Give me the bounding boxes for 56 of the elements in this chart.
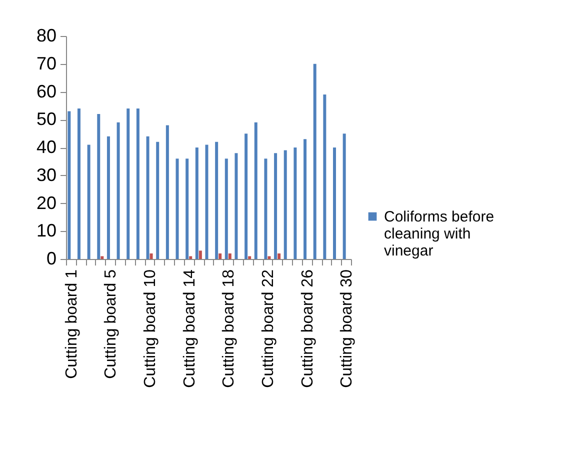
bar: [176, 158, 179, 259]
y-tick-label: 20: [36, 192, 56, 213]
bar: [244, 134, 248, 259]
y-tick-label: 80: [36, 26, 56, 46]
x-tick-label: Cutting board 5: [102, 269, 120, 379]
bar: [294, 148, 297, 259]
bar: [205, 144, 208, 259]
bar: [228, 253, 232, 259]
bar: [333, 148, 336, 259]
bar: [97, 114, 100, 259]
bar: [224, 158, 228, 259]
x-tick-label: Cutting board 14: [181, 269, 198, 388]
y-tick-label: 70: [36, 53, 56, 74]
bar: [264, 158, 268, 259]
x-tick-label: Cutting board 22: [260, 269, 277, 388]
bar: [313, 64, 316, 259]
bar: [126, 108, 130, 259]
y-tick-label: 30: [36, 164, 56, 185]
bar: [278, 253, 281, 259]
bar: [100, 256, 104, 259]
bar: [304, 139, 307, 259]
bar: [268, 256, 271, 259]
y-tick-label: 40: [36, 137, 56, 157]
bar: [116, 122, 120, 259]
bar: [77, 108, 80, 259]
y-tick-label: 50: [36, 109, 56, 130]
bar: [234, 153, 238, 259]
legend-label: Coliforms before cleaning with vinegar: [384, 208, 494, 260]
bar: [248, 256, 252, 259]
bar: [323, 94, 326, 259]
bar: [106, 136, 110, 259]
bar: [156, 142, 160, 259]
bar: [254, 122, 258, 259]
bar: [68, 111, 71, 259]
bar: [342, 134, 346, 259]
bar: [146, 136, 150, 259]
bar: [150, 253, 153, 259]
bar: [274, 153, 278, 259]
x-tick-label: Cutting board 18: [220, 269, 238, 388]
bar: [198, 250, 202, 259]
bar: [136, 108, 140, 259]
bar: [166, 125, 169, 259]
bar: [186, 158, 189, 259]
x-tick-label: Cutting board 10: [142, 269, 160, 388]
bar: [218, 253, 222, 259]
bar: [189, 256, 192, 259]
bar: [215, 142, 218, 259]
x-tick-label: Cutting board 26: [299, 269, 316, 388]
bar: [87, 144, 90, 259]
bar: [284, 150, 287, 259]
y-tick-label: 10: [36, 220, 56, 241]
y-tick-label: 60: [36, 81, 56, 102]
x-tick-label: Cutting board 30: [338, 269, 356, 388]
bar: [195, 148, 198, 259]
x-tick-label: Cutting board 1: [63, 269, 80, 379]
y-tick-label: 0: [46, 248, 56, 268]
